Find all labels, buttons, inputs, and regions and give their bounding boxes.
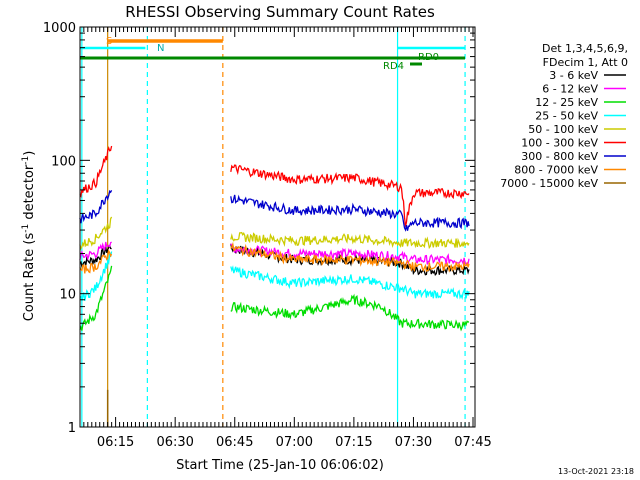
legend-header-line1: Det 1,3,4,5,6,9, [542, 42, 628, 55]
y-tick-label: 10 [59, 288, 76, 303]
x-tick-label: 07:15 [335, 435, 372, 450]
timestamp: 13-Oct-2021 23:18 [558, 467, 634, 476]
legend-label: 7000 - 15000 keV [500, 177, 598, 190]
series-line [230, 231, 470, 250]
axis-ticks-layer: 1 10 100 1000 06:15 06:30 06:45 07:00 07:15 07:30… [43, 21, 492, 450]
x-tick-label: 07:45 [454, 435, 491, 450]
y-axis-label: Count Rate (s-1 detector-1) [21, 151, 37, 322]
flag-label: RD4 [383, 61, 404, 72]
series-line [230, 164, 470, 227]
data-gap-layer [81, 27, 466, 427]
x-tick-label: 06:45 [216, 435, 253, 450]
legend-label: 6 - 12 keV [542, 83, 598, 96]
flag-label: N [157, 43, 164, 54]
series-line [79, 145, 113, 199]
series-line [79, 189, 113, 224]
series-line [230, 265, 470, 300]
x-tick-label: 07:30 [395, 435, 432, 450]
series-line [79, 216, 113, 251]
series-lines-layer [79, 145, 470, 427]
y-tick-label: 1000 [43, 21, 76, 36]
x-axis-label: Start Time (25-Jan-10 06:06:02) [176, 458, 384, 473]
legend-label: 50 - 100 keV [528, 123, 598, 136]
series-line [230, 243, 470, 266]
series-line [79, 241, 113, 261]
y-tick-label: 100 [51, 154, 76, 169]
legend-label: 3 - 6 keV [549, 69, 598, 82]
axes-frame [79, 26, 476, 428]
legend-header-line2: FDecim 1, Att 0 [543, 56, 628, 69]
legend-label: 12 - 25 keV [535, 96, 598, 109]
x-tick-label: 07:00 [276, 435, 313, 450]
legend-label: 100 - 300 keV [521, 137, 598, 150]
flag-label: S [106, 36, 112, 47]
series-line [230, 241, 470, 273]
x-tick-label: 06:30 [156, 435, 193, 450]
series-line [230, 293, 470, 332]
legend: Det 1,3,4,5,6,9, FDecim 1, Att 0 3 - 6 k… [500, 42, 628, 190]
series-line [79, 265, 113, 331]
chart-title: RHESSI Observing Summary Count Rates [125, 3, 435, 21]
legend-label: 300 - 800 keV [521, 150, 598, 163]
y-tick-label: 1 [68, 421, 76, 436]
legend-label: 25 - 50 keV [535, 110, 598, 123]
series-line [79, 251, 113, 302]
series-line [79, 248, 113, 274]
series-line [230, 194, 470, 232]
legend-label: 800 - 7000 keV [514, 164, 598, 177]
x-tick-label: 06:15 [97, 435, 134, 450]
flag-label: RD0 [418, 52, 439, 63]
flag-bars-layer: S N RD0 RD4 [80, 36, 465, 72]
